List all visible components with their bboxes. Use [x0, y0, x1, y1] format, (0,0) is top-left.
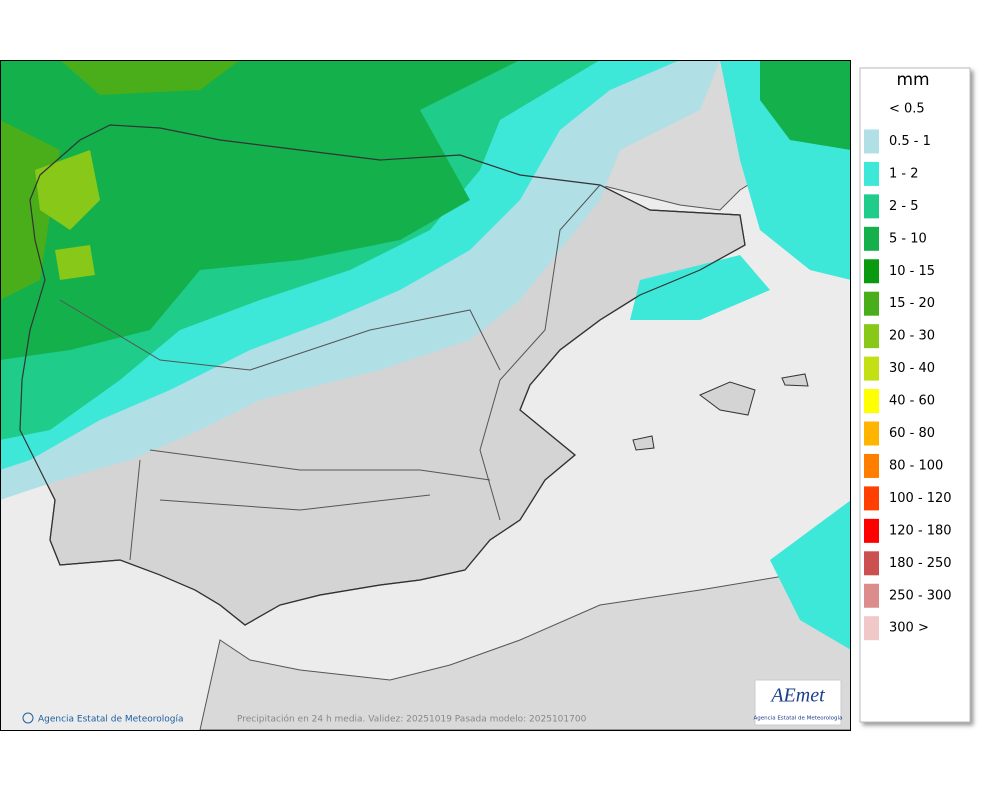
legend-swatch — [864, 291, 879, 316]
legend-swatch — [864, 259, 879, 284]
legend-label: 180 - 250 — [889, 556, 952, 571]
borders — [59, 184, 601, 561]
mallorca — [699, 381, 756, 416]
legend-swatch — [864, 356, 879, 381]
legend-label: 5 - 10 — [889, 231, 927, 246]
precip-fr2 — [760, 60, 850, 150]
legend-swatch — [864, 324, 879, 349]
legend-swatch — [864, 194, 879, 219]
legend-swatch — [864, 389, 879, 414]
africa — [199, 574, 850, 730]
legend-label: 250 - 300 — [889, 588, 952, 603]
logo-subtitle: Agencia Estatal de Meteorología — [754, 715, 843, 722]
legend-label: 0.5 - 1 — [889, 134, 931, 149]
precip-se — [770, 500, 850, 650]
legend-label: 30 - 40 — [889, 361, 935, 376]
footer-credit: Agencia Estatal de Meteorología — [38, 715, 184, 725]
legend-label: 40 - 60 — [889, 394, 935, 409]
legend-label: 20 - 30 — [889, 329, 935, 344]
logo-title: AEmet — [769, 685, 825, 707]
precip-cat — [630, 255, 770, 320]
legend-label: 120 - 180 — [889, 523, 952, 538]
map-frame — [0, 60, 851, 731]
logo-box — [754, 679, 842, 726]
legend-label: 2 - 5 — [889, 199, 919, 214]
coastline — [19, 124, 746, 626]
credit-icon — [22, 712, 34, 724]
legend-swatch — [864, 421, 879, 446]
legend-label: 1 - 2 — [889, 166, 919, 181]
legend-swatch — [864, 551, 879, 576]
footer-caption: Precipitación en 24 h media. Validez: 20… — [237, 714, 587, 725]
legend-label: 80 - 100 — [889, 458, 943, 473]
precip-20 — [35, 150, 100, 280]
legend-label: 15 - 20 — [889, 296, 935, 311]
legend-swatch — [864, 583, 879, 608]
legend-label: 300 > — [889, 621, 929, 636]
legend-swatch — [864, 226, 879, 251]
legend-label: 10 - 15 — [889, 264, 935, 279]
legend-swatch — [864, 486, 879, 511]
menorca — [781, 373, 809, 387]
legend-unit: mm — [896, 70, 929, 90]
ibiza — [632, 435, 655, 451]
map — [1, 60, 850, 730]
legend-swatch — [864, 518, 879, 543]
legend-swatch — [864, 453, 879, 478]
legend: < 0.5 0.5 - 1 1 - 2 2 - 5 5 - 10 10 - 15 15 - … — [864, 102, 952, 641]
legend-label: 60 - 80 — [889, 426, 935, 441]
precip-5 — [1, 60, 520, 360]
legend-swatch — [864, 129, 879, 154]
legend-swatch — [864, 616, 879, 641]
legend-swatch — [864, 161, 879, 186]
legend-label: 100 - 120 — [889, 491, 952, 506]
legend-label: < 0.5 — [889, 102, 925, 117]
